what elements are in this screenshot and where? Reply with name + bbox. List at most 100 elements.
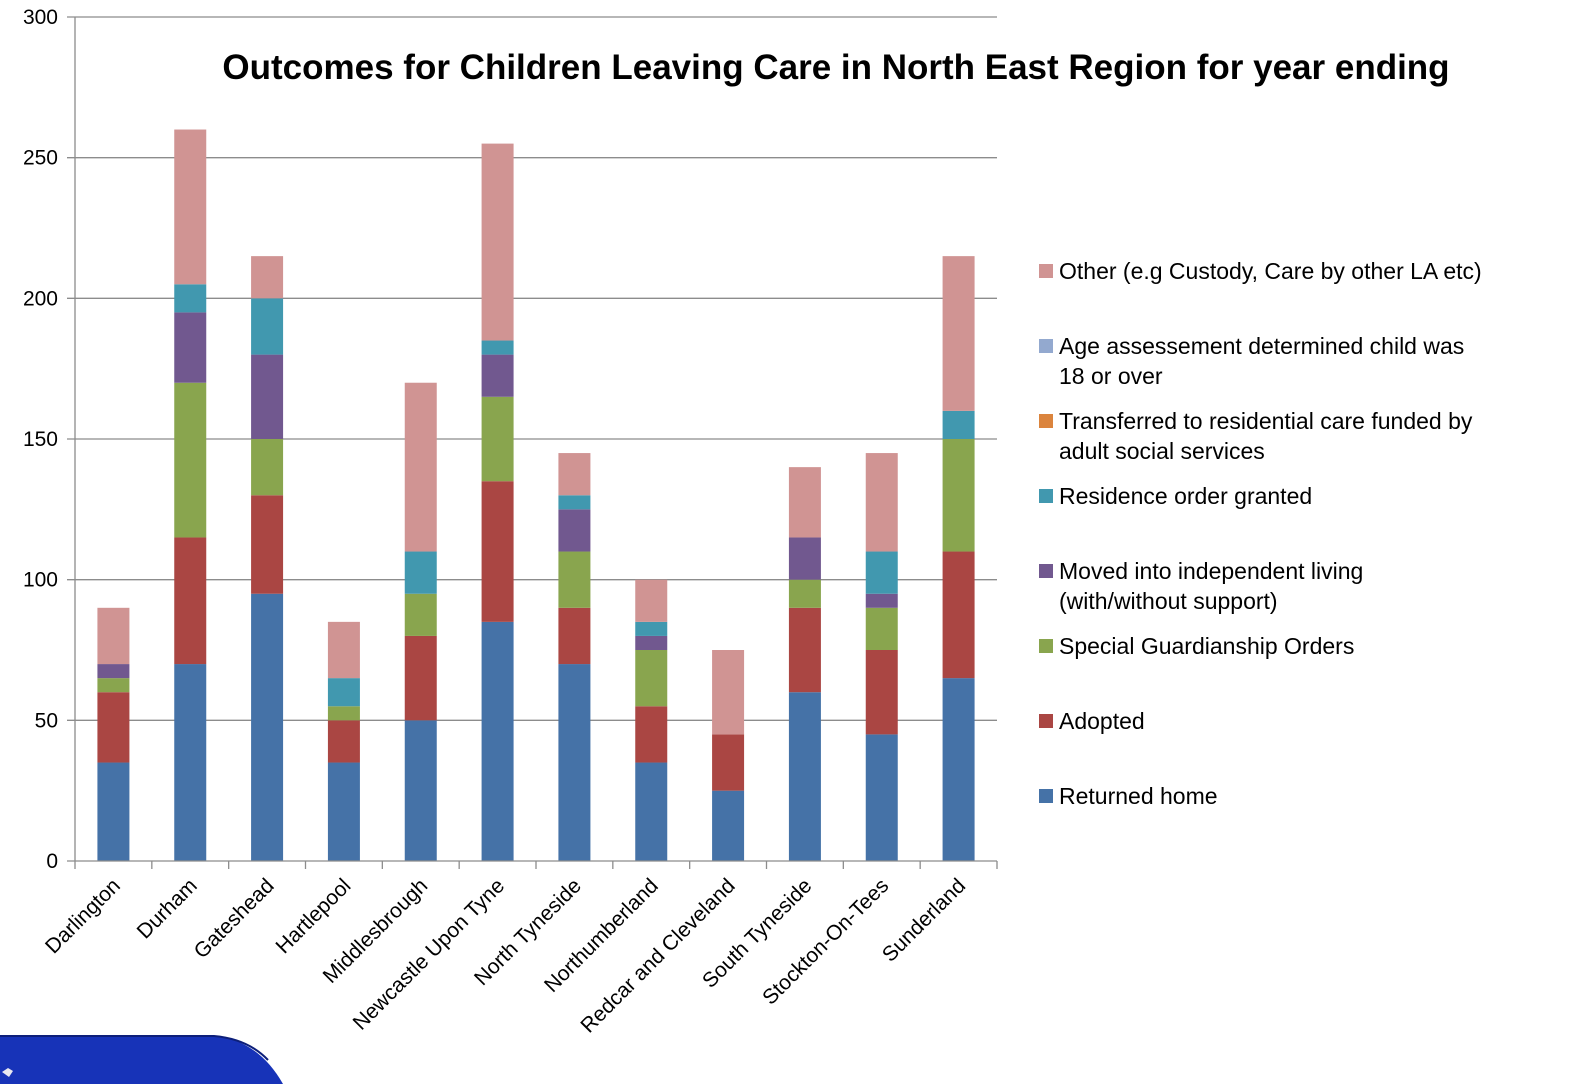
bar-segment bbox=[251, 593, 284, 861]
bar-segment bbox=[942, 551, 975, 679]
bar-segment bbox=[942, 678, 975, 861]
legend-label: Moved into independent living bbox=[1059, 558, 1363, 584]
category-labels: Darlington DurhamGatesheadHartlepoolMiddl… bbox=[41, 874, 970, 1037]
bar-segment bbox=[635, 762, 668, 861]
legend-swatch bbox=[1039, 564, 1053, 578]
legend-label: Transferred to residential care funded b… bbox=[1059, 408, 1473, 434]
legend-swatch bbox=[1039, 264, 1053, 278]
legend-swatch bbox=[1039, 489, 1053, 503]
x-category-label: Sunderland bbox=[878, 874, 970, 966]
bar-segment bbox=[942, 256, 975, 411]
bar-segment bbox=[712, 734, 745, 791]
legend-label: Returned home bbox=[1059, 783, 1218, 809]
x-category-label: Darlington bbox=[41, 874, 125, 958]
bar-segment bbox=[327, 678, 360, 707]
bar-segment bbox=[865, 453, 898, 552]
bar-segment bbox=[865, 593, 898, 608]
bar-segment bbox=[865, 551, 898, 594]
bar-segment bbox=[788, 579, 821, 608]
y-tick-label: 250 bbox=[23, 147, 58, 170]
bar-segment bbox=[788, 692, 821, 861]
legend-label: Other (e.g Custody, Care by other LA etc… bbox=[1059, 258, 1482, 284]
x-category-label: Newcastle Upon Tyne bbox=[349, 874, 509, 1034]
bar-segment bbox=[174, 284, 207, 313]
bar-segment bbox=[481, 621, 514, 861]
logo-mark bbox=[2, 1068, 13, 1077]
legend-swatch bbox=[1039, 639, 1053, 653]
bar-segment bbox=[174, 312, 207, 383]
bar-segment bbox=[635, 635, 668, 650]
bar-segment bbox=[558, 551, 591, 608]
bar-segment bbox=[327, 706, 360, 721]
x-category-label: Stockton-On-Tees bbox=[758, 874, 893, 1009]
y-tick-label: 150 bbox=[23, 428, 58, 451]
y-tick-label: 0 bbox=[46, 850, 58, 873]
bar-segment bbox=[251, 354, 284, 439]
bar-segment bbox=[481, 481, 514, 622]
bar-segment bbox=[635, 650, 668, 707]
bar-segment bbox=[97, 607, 130, 665]
bar-segment bbox=[251, 298, 284, 355]
bar-segment bbox=[788, 537, 821, 580]
bar-segment bbox=[558, 453, 591, 496]
bar-segment bbox=[635, 706, 668, 763]
bar-segment bbox=[865, 607, 898, 650]
y-tick-label: 300 bbox=[23, 6, 58, 29]
bar-segment bbox=[97, 762, 130, 861]
bar-segment bbox=[97, 664, 130, 679]
bar-segment bbox=[174, 664, 207, 861]
bar-segment bbox=[942, 410, 975, 439]
bar-segment bbox=[404, 551, 437, 594]
x-category-label: Durham bbox=[133, 874, 202, 943]
bar-segment bbox=[558, 664, 591, 861]
bar-segment bbox=[327, 621, 360, 679]
x-category-label: Hartlepool bbox=[271, 874, 355, 958]
bar-segment bbox=[712, 650, 745, 735]
bar-segment bbox=[635, 579, 668, 622]
x-category-label: Redcar and Cleveland bbox=[576, 874, 739, 1037]
bar-segment bbox=[712, 790, 745, 861]
bar-segment bbox=[404, 720, 437, 861]
legend-swatch bbox=[1039, 339, 1053, 353]
bar-segment bbox=[251, 256, 284, 299]
gridlines bbox=[67, 16, 997, 721]
bar-segment bbox=[558, 495, 591, 510]
bar-segment bbox=[788, 467, 821, 538]
bar-segment bbox=[481, 143, 514, 341]
bar-segment bbox=[404, 635, 437, 721]
legend-swatch bbox=[1039, 414, 1053, 428]
legend-label: Age assessement determined child was bbox=[1059, 333, 1464, 359]
x-category-label: Gateshead bbox=[190, 874, 279, 963]
legend: Other (e.g Custody, Care by other LA etc… bbox=[1039, 258, 1482, 809]
bar-segment bbox=[404, 382, 437, 552]
logo-shape bbox=[0, 1036, 283, 1084]
bar-segment bbox=[97, 692, 130, 763]
bar-segment bbox=[481, 340, 514, 355]
bar-segment bbox=[942, 439, 975, 552]
legend-label: Residence order granted bbox=[1059, 483, 1312, 509]
bar-segment bbox=[865, 650, 898, 735]
bar-segment bbox=[635, 621, 668, 636]
bar-segment bbox=[865, 734, 898, 861]
bar-segment bbox=[97, 678, 130, 693]
axes bbox=[67, 17, 998, 869]
bar-segment bbox=[251, 439, 284, 496]
legend-label: (with/without support) bbox=[1059, 588, 1278, 614]
bar-segment bbox=[327, 720, 360, 763]
bar-segment bbox=[251, 495, 284, 594]
bar-segment bbox=[174, 382, 207, 538]
logo-edge bbox=[0, 1035, 269, 1061]
bar-segment bbox=[788, 607, 821, 693]
bars bbox=[97, 129, 975, 861]
bar-segment bbox=[481, 396, 514, 482]
bar-segment bbox=[174, 129, 207, 285]
y-tick-label: 50 bbox=[35, 709, 58, 732]
bar-segment bbox=[558, 607, 591, 665]
legend-label: Special Guardianship Orders bbox=[1059, 633, 1354, 659]
legend-label: Adopted bbox=[1059, 708, 1145, 734]
chart-title: Outcomes for Children Leaving Care in No… bbox=[222, 48, 1449, 87]
legend-swatch bbox=[1039, 714, 1053, 728]
y-tick-label: 200 bbox=[23, 287, 58, 310]
y-tick-labels: 0 50 100 150 200 250 300 bbox=[23, 6, 58, 873]
